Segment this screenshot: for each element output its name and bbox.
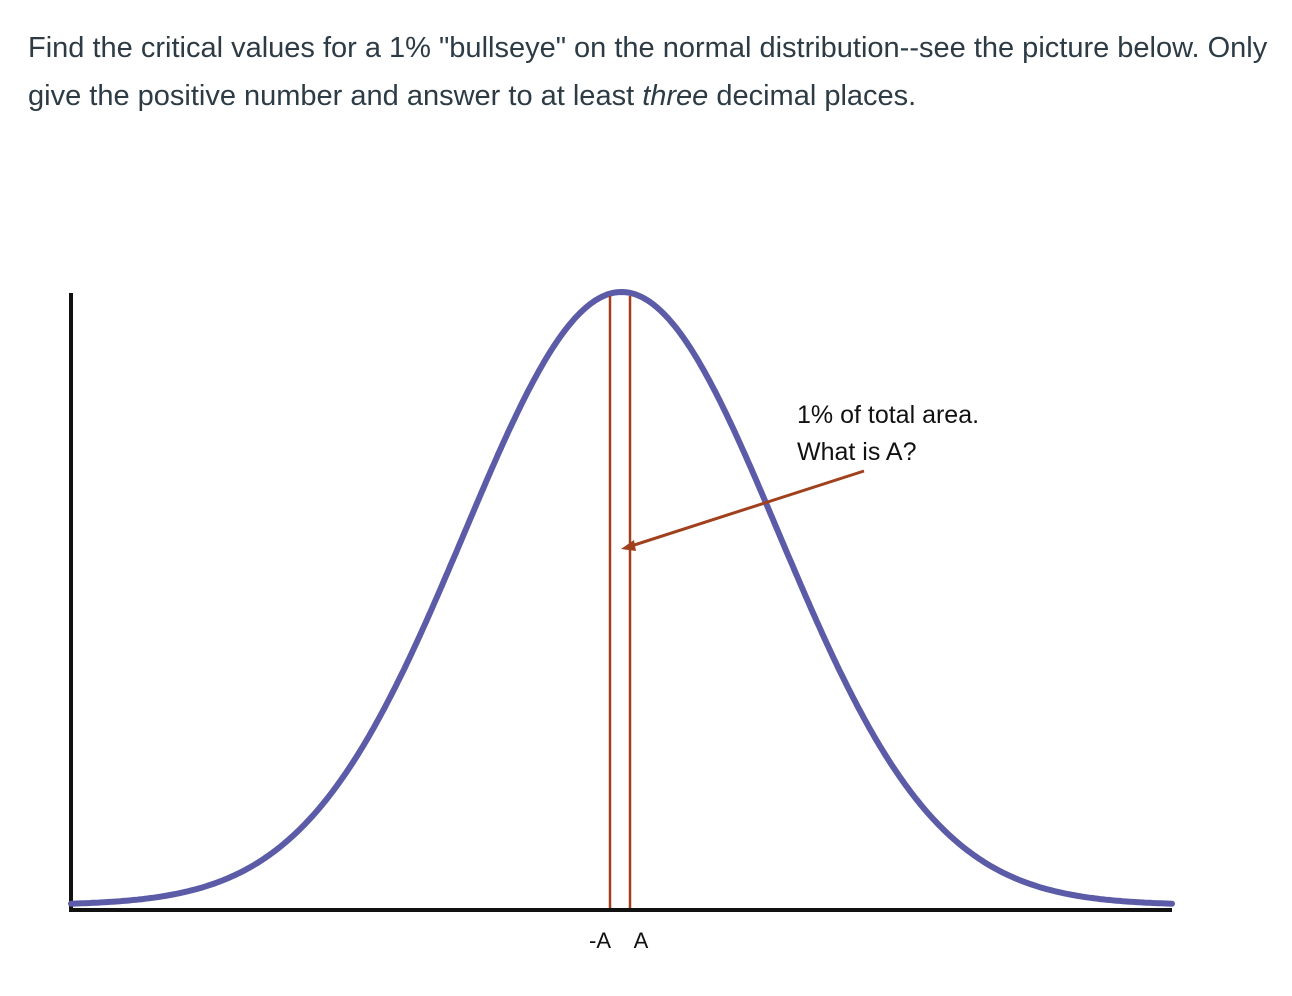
question-text: Find the critical values for a 1% "bulls… — [28, 24, 1268, 120]
tick-label-negative-a: -A — [589, 928, 611, 953]
bell-curve — [68, 289, 1175, 907]
question-emphasis: three — [642, 80, 709, 112]
annotation-line-1: 1% of total area. — [797, 401, 979, 429]
question-part-1: Find the critical values for a 1% "bulls… — [28, 32, 1268, 112]
annotation-line-2: What is A? — [797, 438, 917, 466]
annotation-arrowhead — [621, 540, 636, 551]
question-part-2: decimal places. — [708, 80, 917, 112]
tick-label-positive-a: A — [634, 928, 649, 953]
annotation-pointer-line — [627, 469, 865, 549]
